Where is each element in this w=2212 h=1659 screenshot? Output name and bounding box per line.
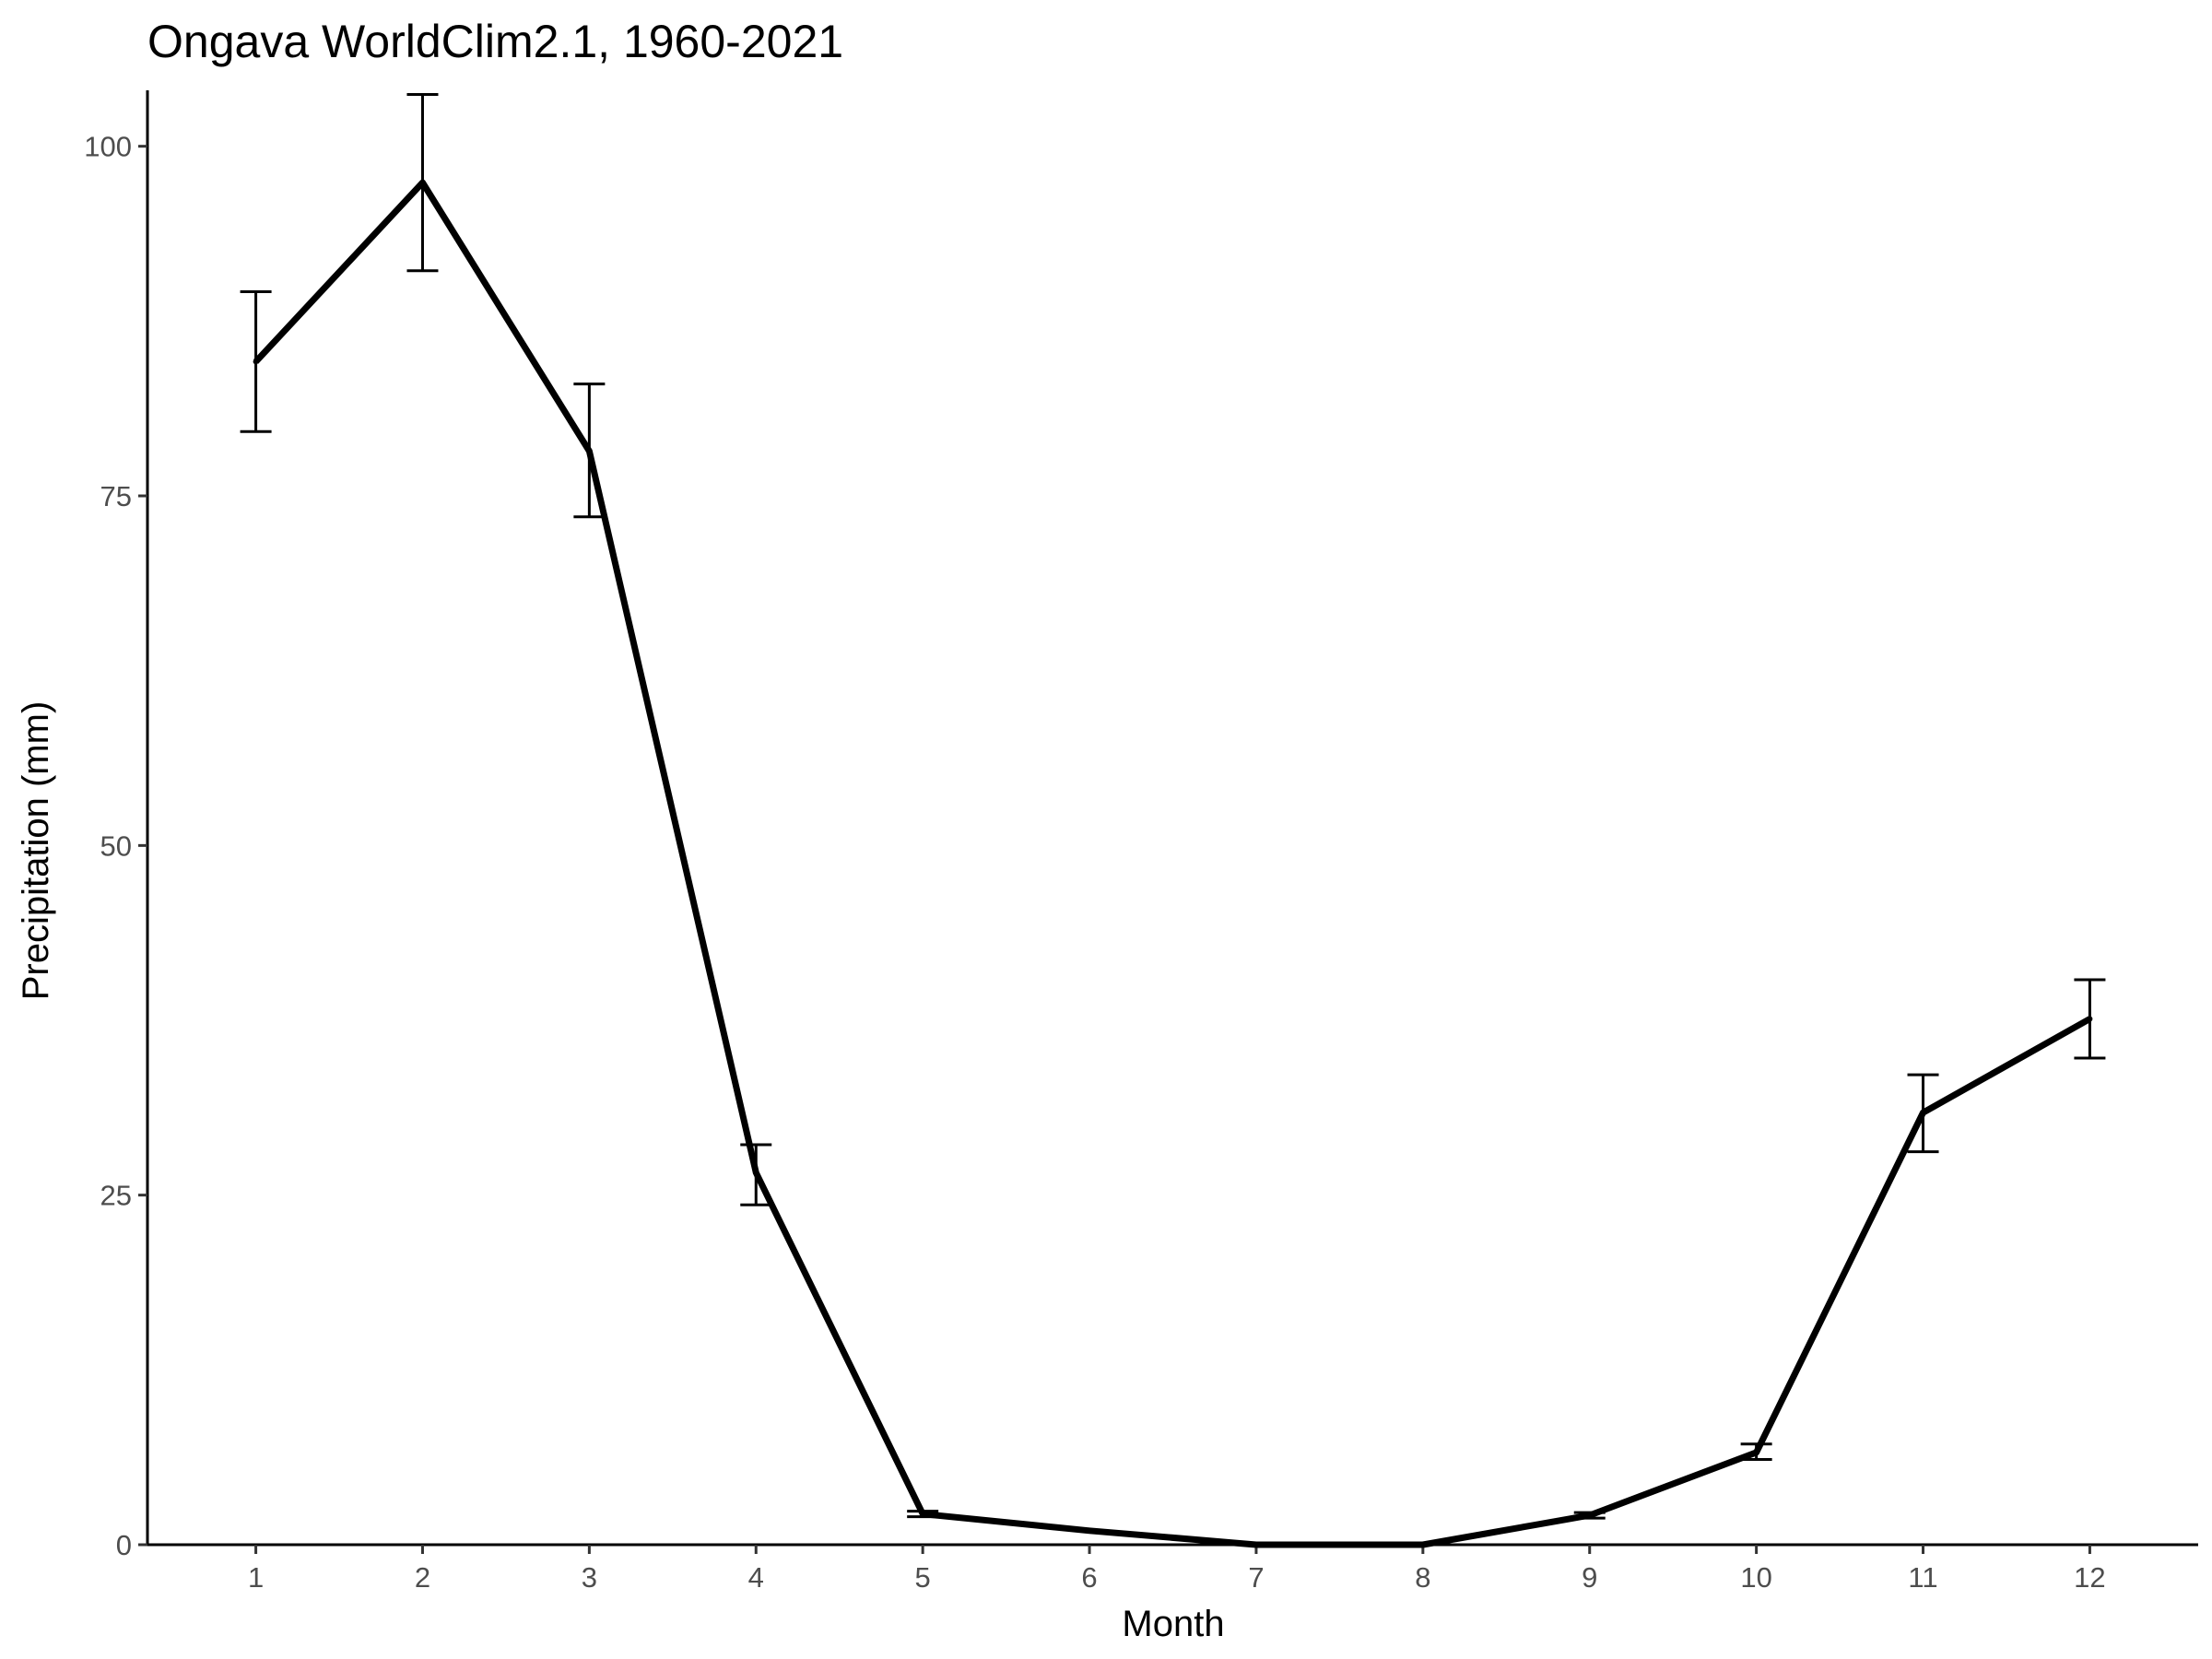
x-tick-label: 6 bbox=[1081, 1561, 1097, 1594]
data-point bbox=[419, 180, 426, 186]
y-tick-label: 100 bbox=[84, 131, 132, 163]
x-tick-label: 5 bbox=[915, 1561, 931, 1594]
precipitation-line bbox=[253, 179, 2092, 1548]
data-point bbox=[753, 1170, 759, 1176]
data-point bbox=[586, 448, 593, 454]
x-tick-label: 1 bbox=[248, 1561, 264, 1594]
x-axis-label: Month bbox=[1122, 1604, 1224, 1644]
y-tick-label: 25 bbox=[100, 1180, 132, 1212]
data-point bbox=[253, 359, 259, 365]
data-point bbox=[1920, 1110, 1926, 1116]
x-tick-label: 11 bbox=[1908, 1561, 1937, 1594]
data-point bbox=[920, 1511, 926, 1517]
x-tick-label: 12 bbox=[2074, 1561, 2105, 1594]
data-point bbox=[1753, 1449, 1759, 1455]
x-tick-label: 2 bbox=[415, 1561, 430, 1594]
y-tick-label: 0 bbox=[116, 1529, 132, 1561]
data-point bbox=[2087, 1016, 2093, 1022]
data-point bbox=[1087, 1527, 1093, 1534]
x-tick-label: 10 bbox=[1740, 1561, 1771, 1594]
y-tick-label: 75 bbox=[100, 480, 132, 512]
data-point bbox=[1586, 1512, 1593, 1519]
y-tick-label: 50 bbox=[100, 830, 132, 862]
y-axis-label: Precipitation (mm) bbox=[16, 701, 56, 1001]
x-tick-label: 4 bbox=[748, 1561, 764, 1594]
x-tick-label: 9 bbox=[1582, 1561, 1597, 1594]
x-tick-label: 8 bbox=[1415, 1561, 1430, 1594]
data-point bbox=[1419, 1542, 1426, 1547]
x-tick-label: 3 bbox=[582, 1561, 597, 1594]
x-tick-label: 7 bbox=[1248, 1561, 1264, 1594]
chart-title: Ongava WorldClim2.1, 1960-2021 bbox=[147, 16, 843, 67]
data-point bbox=[1253, 1542, 1259, 1547]
